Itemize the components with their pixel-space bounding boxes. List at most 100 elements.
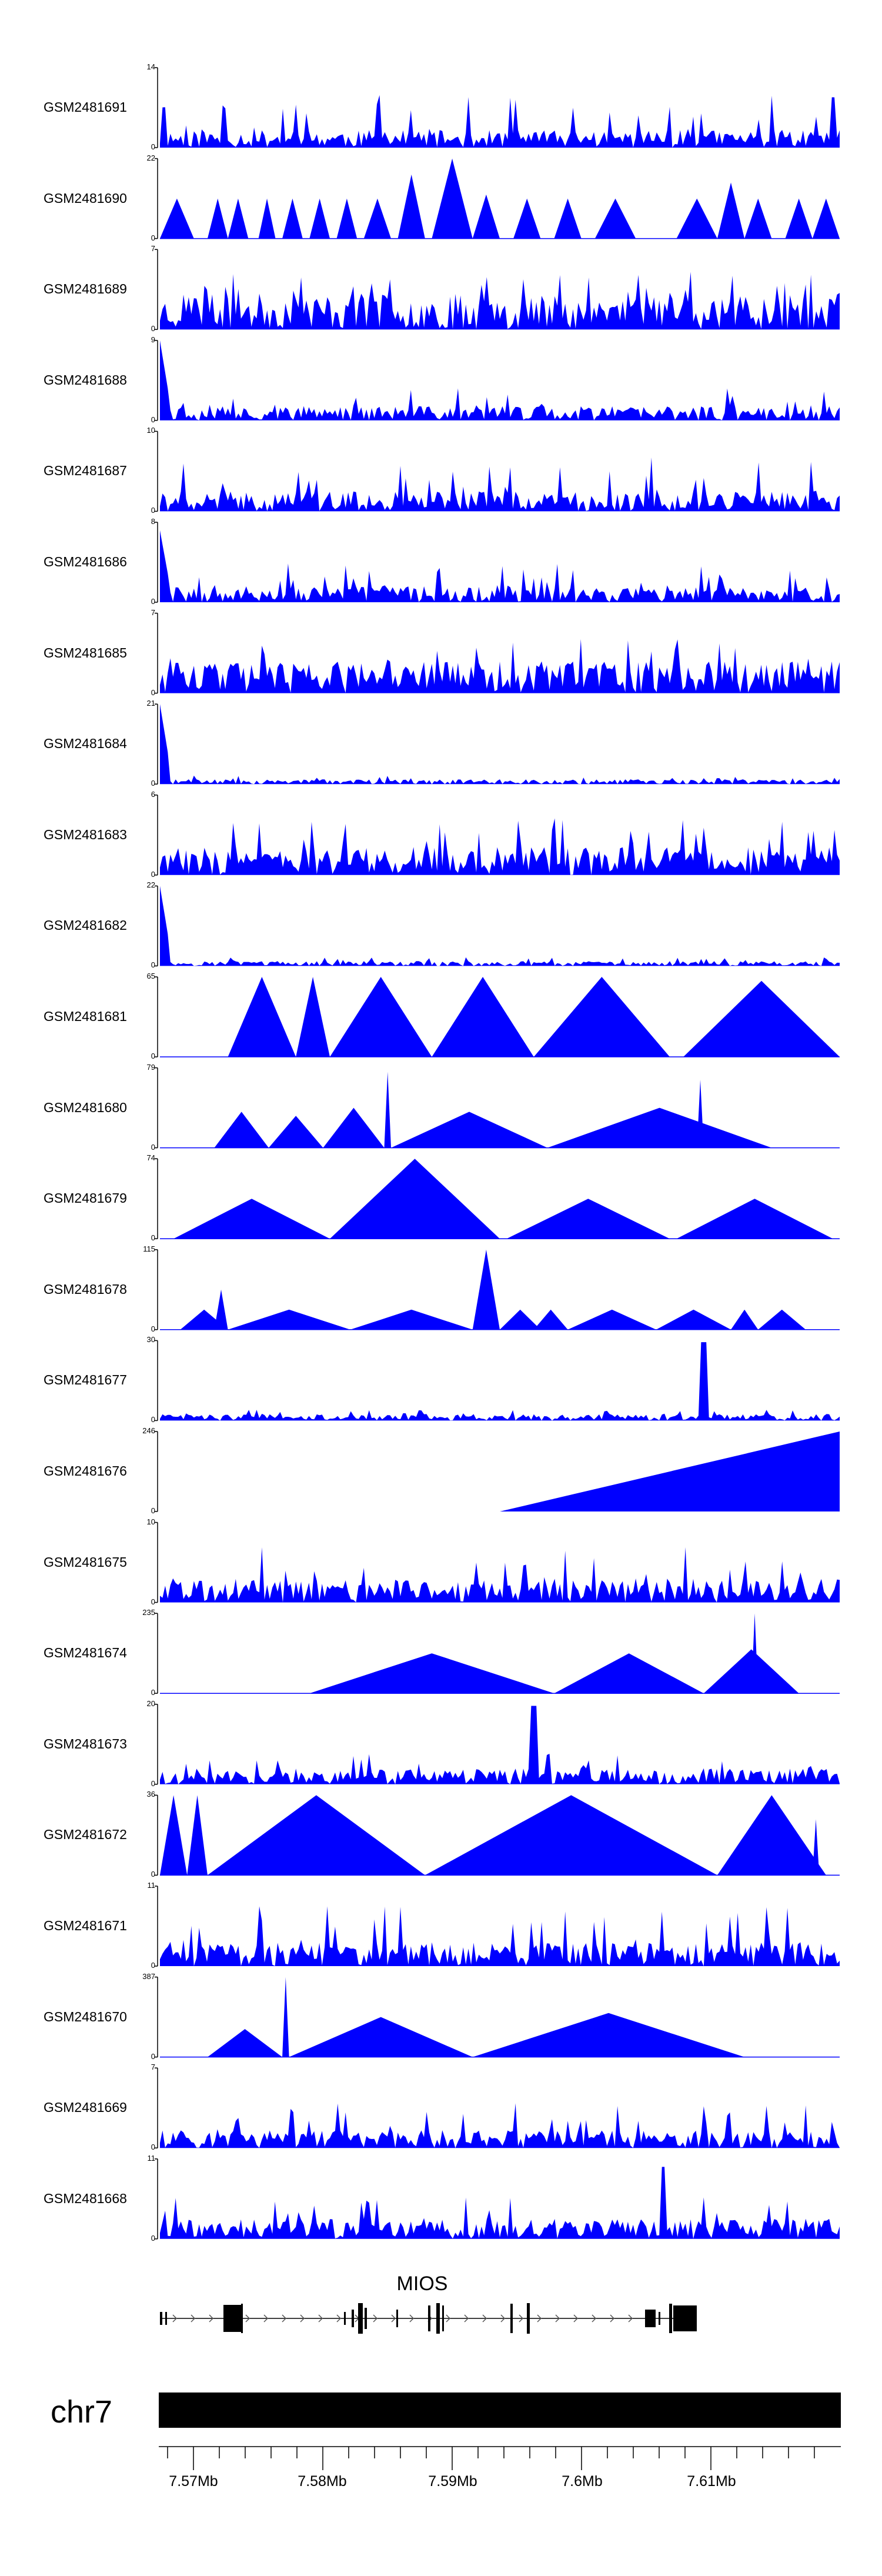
track-ymax-label: 79 (146, 1062, 155, 1072)
track-ymin-label: 0 (151, 1142, 155, 1152)
track-ymax-label: 7 (151, 2063, 155, 2072)
track-ymin-label: 0 (151, 1324, 155, 1333)
track-ymax-label: 7 (151, 608, 155, 617)
signal-peak (350, 1309, 473, 1330)
track-ymax-label: 6 (151, 789, 155, 799)
track-ymin-label: 0 (151, 233, 155, 242)
signal-peak (472, 194, 500, 239)
signal-area (160, 95, 840, 148)
track-ymax-label: 235 (142, 1608, 155, 1617)
track-ymax-label: 115 (143, 1244, 155, 1253)
strand-arrow (555, 2314, 560, 2323)
track-ymax-label: 22 (146, 880, 155, 890)
signal-peak (323, 1107, 385, 1148)
track-label: GSM2481683 (44, 826, 127, 842)
track-label: GSM2481691 (44, 99, 127, 115)
signal-area (160, 457, 840, 512)
signal-peak (703, 1649, 799, 1694)
track-ymin-label: 0 (151, 2051, 155, 2061)
track-ymin-label: 0 (151, 779, 155, 788)
track-ymax-label: 11 (147, 1881, 156, 1890)
strand-arrow (628, 2314, 633, 2323)
track-ymax-label: 65 (146, 972, 155, 980)
track-label: GSM2481684 (44, 736, 127, 752)
exon (352, 2310, 354, 2327)
signal-peak (363, 198, 392, 239)
signal-area (160, 1342, 840, 1421)
signal-peak (296, 977, 330, 1057)
signal-peak (751, 1613, 759, 1694)
track-label: GSM2481680 (44, 1099, 127, 1115)
strand-arrow (500, 2314, 506, 2323)
signal-peak (187, 1795, 208, 1876)
track-label: GSM2481672 (44, 1827, 127, 1843)
signal-peak (432, 977, 534, 1057)
track-label: GSM2481682 (44, 917, 127, 933)
strand-arrow (573, 2314, 579, 2323)
signal-peak (513, 198, 541, 239)
strand-arrow (482, 2314, 487, 2323)
signal-peak (258, 198, 276, 239)
strand-arrow (209, 2314, 214, 2323)
signal-peak (289, 2017, 473, 2057)
track-ymax-label: 10 (146, 1517, 155, 1526)
signal-peak (160, 1795, 188, 1876)
track-ymin-label: 0 (151, 506, 155, 515)
track-ymin-label: 0 (151, 1870, 155, 1879)
track-label: GSM2481685 (44, 645, 127, 660)
signal-peak (676, 198, 717, 239)
signal-peak (472, 1249, 500, 1330)
signal-peak (173, 1199, 330, 1239)
exon (344, 2312, 346, 2325)
signal-area (160, 2103, 840, 2148)
track-label: GSM2481677 (44, 1372, 127, 1388)
track-ymin-label: 0 (151, 1688, 155, 1697)
signal-peak (785, 198, 813, 239)
strand-arrow (446, 2314, 451, 2323)
signal-area (160, 272, 840, 330)
track-ymin-label: 0 (151, 2143, 155, 2152)
chromosome-ideogram (159, 2393, 841, 2428)
exon (659, 2312, 660, 2325)
track-ymin-label: 0 (151, 1233, 155, 1243)
strand-arrow (519, 2314, 524, 2323)
signal-peak (228, 977, 296, 1057)
signal-area (160, 639, 840, 693)
signal-peak (228, 198, 249, 239)
track-ymin-label: 0 (151, 597, 155, 606)
signal-peak (330, 977, 432, 1057)
track-ymax-label: 246 (142, 1426, 155, 1435)
gene-name-label: MIOS (396, 2273, 448, 2295)
track-ymin-label: 0 (151, 1778, 155, 1788)
track-label: GSM2481686 (44, 554, 127, 569)
signal-area (160, 818, 840, 875)
signal-peak (683, 980, 840, 1057)
exon (241, 2304, 243, 2333)
track-ymax-label: 14 (146, 62, 155, 71)
track-ymin-label: 0 (151, 1597, 155, 1606)
strand-arrow (464, 2314, 469, 2323)
signal-peak (567, 1309, 656, 1330)
exon (442, 2305, 444, 2331)
strand-arrow (245, 2314, 250, 2323)
axis-tick-label: 7.6Mb (562, 2473, 603, 2490)
strand-arrow (172, 2314, 178, 2323)
track-label: GSM2481688 (44, 372, 127, 388)
exon (673, 2305, 697, 2331)
track-label: GSM2481678 (44, 1281, 127, 1297)
signal-peak (330, 1159, 500, 1239)
track-label: GSM2481689 (44, 281, 127, 297)
signal-peak (533, 977, 670, 1057)
signal-peak (594, 198, 636, 239)
signal-peak (228, 1309, 350, 1330)
axis-tick-label: 7.57Mb (169, 2473, 218, 2490)
track-ymin-label: 0 (151, 1506, 155, 1515)
track-ymax-label: 11 (147, 2153, 156, 2163)
axis-tick-label: 7.59Mb (428, 2473, 477, 2490)
chromosome-label: chr7 (51, 2394, 113, 2430)
strand-arrow (409, 2314, 415, 2323)
track-label: GSM2481681 (44, 1009, 127, 1024)
strand-arrow (282, 2314, 287, 2323)
